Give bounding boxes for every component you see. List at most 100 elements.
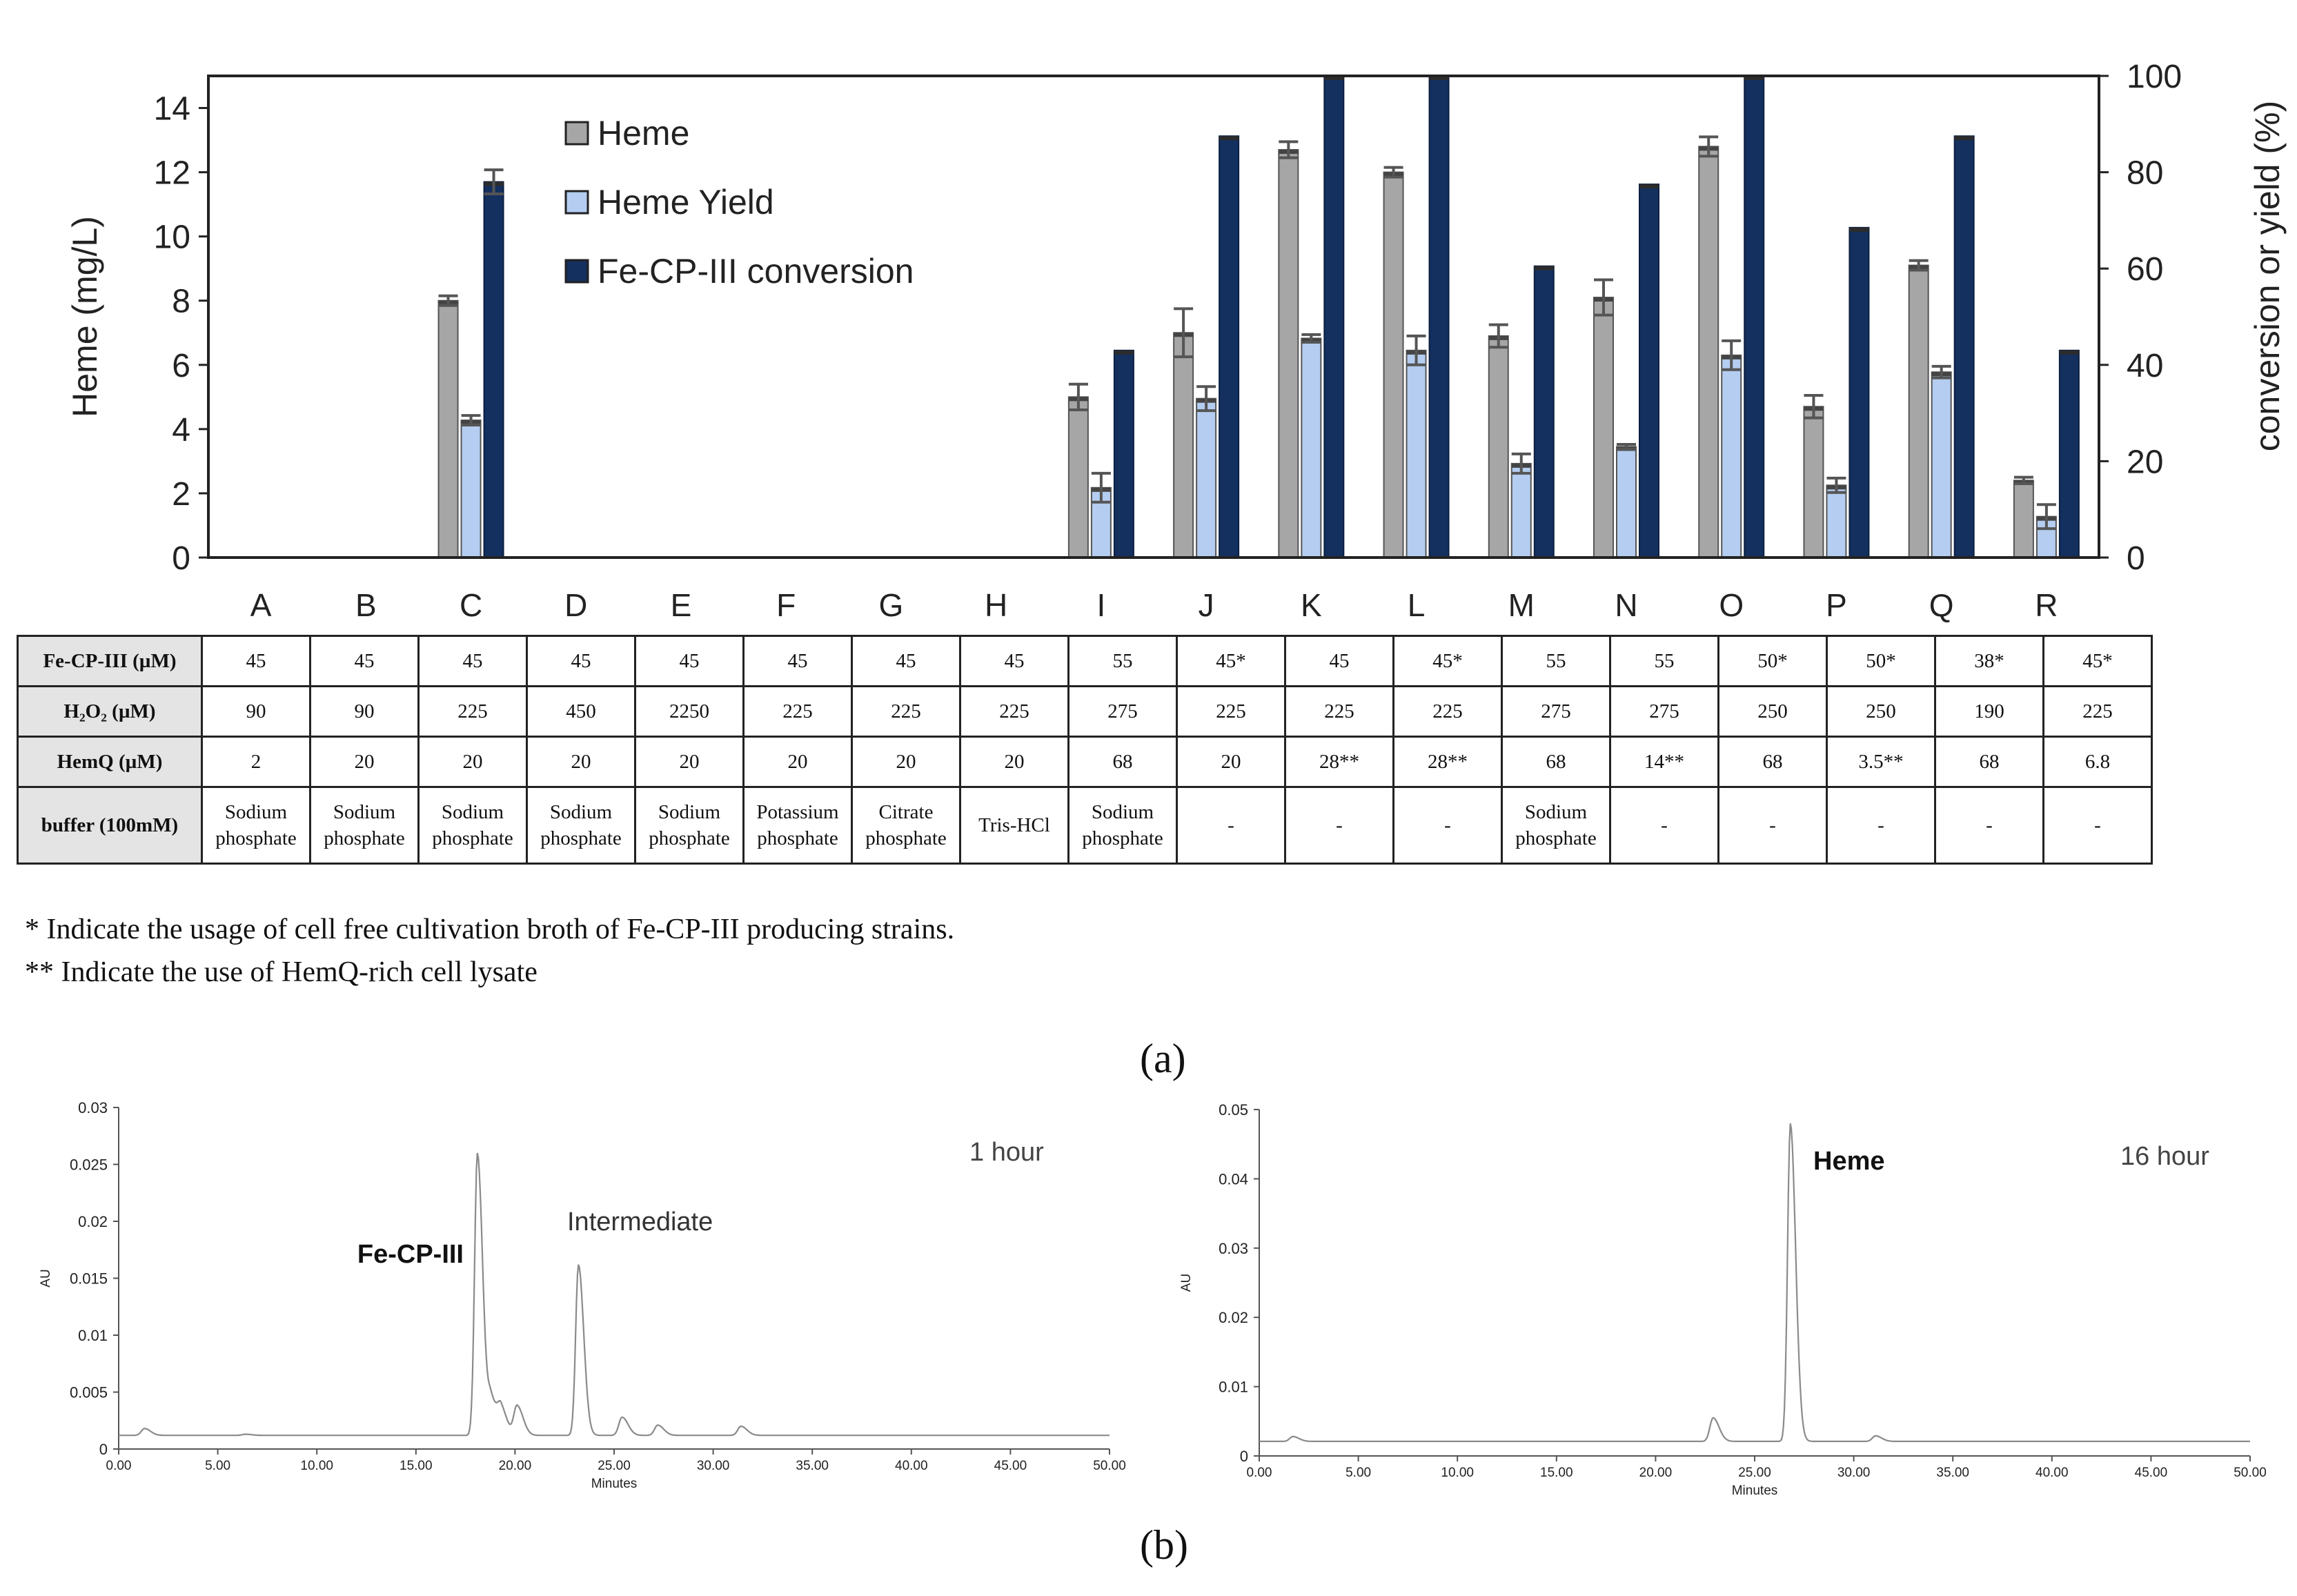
table-cell: 45 [959, 635, 1069, 687]
table-cell: - [2042, 786, 2153, 865]
table-cell: 225 [851, 685, 961, 738]
table-cell: - [1284, 786, 1394, 865]
table-cell: Citrate phosphate [851, 786, 961, 865]
time-annotation: 1 hour [969, 1138, 1044, 1167]
y-axis-label-right: conversion or yield (%) [2248, 101, 2287, 452]
error-bar [1722, 339, 1742, 371]
heme-bar [1173, 332, 1194, 558]
table-cell: Sodium phosphate [417, 786, 528, 865]
table-cell: - [1392, 786, 1503, 865]
table-cell: 90 [201, 685, 311, 738]
table-cell: 45 [851, 635, 961, 687]
table-cell: 225 [1176, 685, 1286, 738]
bar-chart: 0 2 4 6 8 10 12 14 0 20 40 60 80 100 A B C D E F G H I J K L M N O… [66, 59, 2287, 623]
table-cell: 275 [1501, 685, 1611, 738]
bar-cap [1639, 184, 1659, 189]
right-axis-tick-label: 0 [2127, 540, 2145, 577]
x-tick-label: 5.00 [1345, 1466, 1371, 1480]
conversion-bar [1113, 349, 1134, 558]
heme-yield-bar [1931, 371, 1952, 559]
category-label: R [2035, 587, 2058, 623]
x-tick-label: 25.00 [598, 1459, 631, 1473]
conversion-bar [1953, 135, 1975, 558]
footnote-single-star: * Indicate the usage of cell free cultiv… [25, 914, 955, 945]
peak-label: Fe-CP-III [357, 1240, 464, 1269]
hemq-row: HemQ (µM) 2 20 20 20 20 20 20 20 68 20 28** 28** 68 14… [17, 736, 2153, 788]
conversion-bar [1219, 135, 1240, 558]
legend-swatch [564, 259, 589, 284]
table-cell: - [1717, 786, 1828, 865]
row-header: HemQ (µM) [17, 736, 203, 788]
x-tick-label: 25.00 [1738, 1466, 1771, 1480]
table-cell: 250 [1717, 685, 1828, 738]
table-cell: 45 [742, 635, 853, 687]
x-tick-label: 30.00 [1837, 1466, 1871, 1480]
bar-cap [1534, 266, 1554, 270]
table-cell: 225 [959, 685, 1069, 738]
category-label: H [985, 587, 1007, 623]
table-cell: 68 [1717, 736, 1828, 788]
table-cell: 225 [417, 685, 528, 738]
category-label: E [671, 587, 692, 623]
table-cell: Sodium phosphate [201, 786, 311, 865]
panel-label-b: (b) [1140, 1522, 1188, 1568]
table-cell: 275 [1067, 685, 1178, 738]
y-tick-label: 0.02 [1219, 1309, 1248, 1326]
error-bar [1301, 333, 1321, 344]
bar-cap [2059, 350, 2079, 355]
table-cell: 45 [309, 635, 420, 687]
peak-label: Heme [1813, 1147, 1885, 1176]
category-label: F [776, 587, 796, 623]
x-tick-label: 50.00 [2234, 1466, 2267, 1480]
table-cell: 250 [1826, 685, 1936, 738]
y-tick-label: 0.025 [70, 1156, 108, 1174]
conversion-bar [1428, 75, 1450, 558]
table-cell: 45 [1284, 635, 1394, 687]
category-label: J [1199, 587, 1214, 623]
legend-label: Heme Yield [598, 183, 774, 221]
x-tick-label: 5.00 [205, 1459, 230, 1473]
y-tick-label: 0.03 [78, 1099, 108, 1116]
conversion-bar [2058, 349, 2080, 558]
table-cell: 20 [309, 736, 420, 788]
x-tick-label: 45.00 [994, 1459, 1027, 1473]
error-bar [1174, 307, 1194, 359]
conversion-bar [1323, 75, 1345, 558]
error-bar [1406, 334, 1426, 366]
table-cell: 45* [1176, 635, 1286, 687]
right-axis-tick-label: 100 [2127, 59, 2182, 95]
left-axis-tick-label: 2 [172, 476, 190, 513]
category-label: P [1826, 587, 1847, 623]
table-cell: Tris-HCl [959, 786, 1069, 865]
legend: Heme Heme Yield Fe-CP-III conversion [564, 114, 914, 290]
chromatogram-trace [1259, 1123, 2250, 1442]
table-cell: 68 [1067, 736, 1178, 788]
legend-swatch [564, 121, 589, 146]
left-axis-tick-label: 6 [172, 348, 190, 384]
conversion-bar [1639, 184, 1659, 558]
x-tick-label: 50.00 [1093, 1459, 1126, 1473]
table-cell: 3.5** [1826, 736, 1936, 788]
table-cell: 6.8 [2042, 736, 2153, 788]
x-tick-label: 45.00 [2135, 1466, 2168, 1480]
x-tick-label: 30.00 [697, 1459, 730, 1473]
heme-yield-bar [1826, 484, 1847, 558]
conversion-bar [1849, 226, 1870, 558]
table-cell: 20 [526, 736, 636, 788]
y-tick-label: 0.01 [78, 1327, 108, 1344]
category-labels: A B C D E F G H I J K L M N O P Q R [250, 587, 2058, 623]
category-label: B [355, 587, 377, 623]
heme-yield-bar [1721, 354, 1742, 559]
table-cell: 45* [1392, 635, 1503, 687]
right-axis: 0 20 40 60 80 100 [2099, 59, 2182, 577]
category-label: O [1719, 587, 1744, 623]
error-bar [1383, 166, 1403, 179]
table-cell: 190 [1934, 685, 2044, 738]
table-cell: 2250 [634, 685, 745, 738]
table-cell: 225 [742, 685, 853, 738]
x-axis-label: Minutes [1732, 1484, 1778, 1498]
table-cell: 45 [526, 635, 636, 687]
table-cell: Sodium phosphate [526, 786, 636, 865]
x-tick-label: 10.00 [1441, 1466, 1474, 1480]
heme-yield-bar [1301, 337, 1322, 558]
